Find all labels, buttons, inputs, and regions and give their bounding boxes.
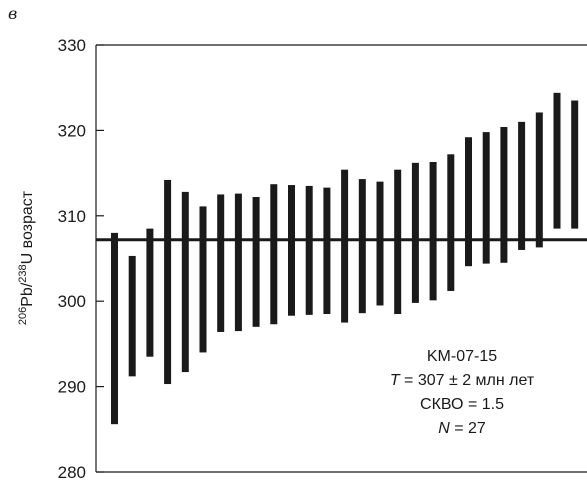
error-bars (111, 92, 579, 425)
error-bar-1 (111, 232, 118, 425)
error-bar-9 (252, 197, 260, 327)
error-bar-16 (376, 181, 384, 306)
y-tick-label-320: 320 (58, 121, 86, 140)
y-tick-label-330: 330 (58, 36, 86, 55)
annotation-n-symbol: N (438, 420, 450, 437)
error-bar-19 (429, 161, 437, 301)
error-bar-7 (217, 194, 225, 332)
y-tick-label-300: 300 (58, 292, 86, 311)
error-bar-5 (181, 191, 189, 373)
annotation-sample: KM-07-15 (427, 348, 497, 365)
error-bar-10 (270, 184, 278, 325)
error-bar-12 (305, 185, 313, 315)
ylabel-sup-206: 206 (17, 307, 29, 325)
error-bar-27 (571, 100, 579, 229)
error-bar-25 (535, 112, 543, 248)
error-bar-24 (518, 121, 526, 250)
y-tick-label-310: 310 (58, 207, 86, 226)
error-bar-15 (358, 179, 366, 314)
error-bar-17 (394, 169, 402, 315)
error-bar-23 (500, 126, 508, 263)
annotation-age-value: = 307 ± 2 млн лет (400, 372, 535, 389)
y-axis-title: 206Pb/238U возраст (17, 190, 36, 325)
error-bar-4 (164, 179, 172, 385)
y-axis-tick-labels: 280 290 300 310 320 330 (58, 36, 86, 482)
y-axis-ticks (96, 44, 104, 473)
ylabel-sup-238: 238 (17, 264, 29, 282)
error-bar-20 (447, 154, 455, 291)
error-bar-26 (553, 92, 561, 229)
ylabel-u-age: U возраст (19, 190, 36, 264)
y-tick-label-280: 280 (58, 463, 86, 482)
annotation-box: KM-07-15 T = 307 ± 2 млн лет СКВО = 1.5 … (390, 348, 535, 437)
error-bar-11 (288, 185, 295, 316)
ylabel-pb: Pb/ (19, 282, 36, 307)
annotation-age-symbol: T (390, 372, 401, 389)
annotation-mswd: СКВО = 1.5 (420, 396, 504, 413)
annotation-n-value: = 27 (450, 420, 486, 437)
error-bar-6 (199, 206, 207, 353)
error-bar-2 (128, 255, 136, 377)
annotation-n: N = 27 (438, 420, 486, 437)
y-tick-label-290: 290 (58, 378, 86, 397)
error-bar-22 (482, 132, 490, 264)
axes-frame (95, 44, 587, 473)
panel-letter: в (8, 4, 18, 23)
annotation-age: T = 307 ± 2 млн лет (390, 372, 535, 389)
error-bar-18 (411, 162, 419, 303)
error-bar-8 (234, 193, 242, 332)
error-bar-13 (323, 187, 331, 315)
error-bar-14 (341, 169, 349, 323)
error-bar-21 (465, 137, 472, 267)
error-bar-3 (146, 228, 154, 357)
